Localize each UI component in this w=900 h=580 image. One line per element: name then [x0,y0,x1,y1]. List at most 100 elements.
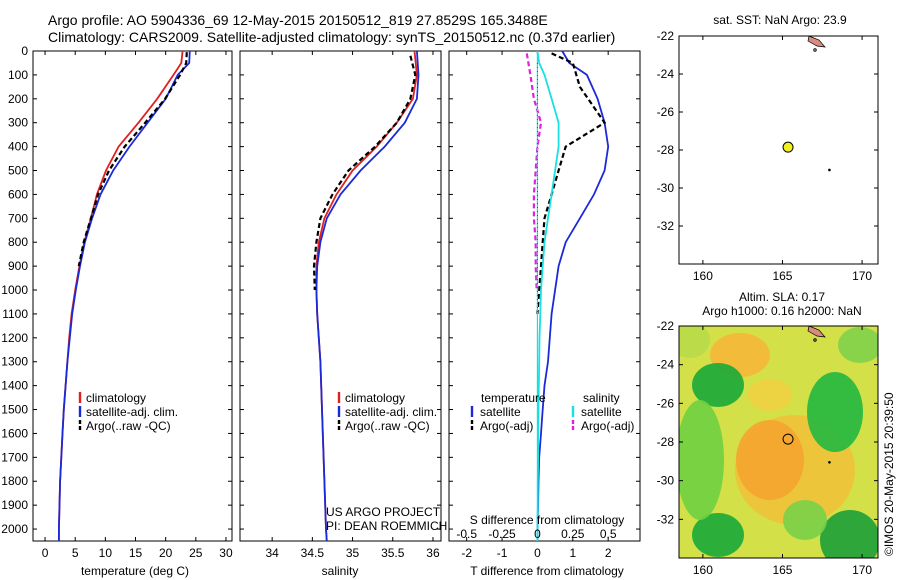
x-tick-label: 15 [129,546,143,560]
series-line [315,50,420,542]
legend-label: Argo(-adj) [480,419,533,433]
y-tick-label: 1200 [1,331,28,345]
temperature-panel: 0100200300400500600700800900100011001200… [1,44,233,560]
sla-blob [783,500,827,540]
x-tick-label: 2 [605,546,612,560]
y-tick-label: 300 [8,116,28,130]
x-tick-label: -1 [497,546,508,560]
y-tick-label: 1400 [1,379,28,393]
profile-marker [782,433,794,445]
x-tick-label: 165 [772,563,792,577]
island-marker [828,168,831,172]
pi-label: PI: DEAN ROEMMICH [326,519,447,533]
legend-label: satellite-adj. clim. [86,405,178,419]
x-tick-label: 0 [42,546,49,560]
y-tick-label: 1300 [1,355,28,369]
series-line [536,52,607,314]
legend-label: climatology [86,391,146,405]
y-tick-label: 800 [8,235,28,249]
legend-label: Argo(..raw -QC) [345,419,430,433]
x-tick-label: 36 [426,546,440,560]
sla-blob [692,363,744,407]
sla-title-line2: Argo h1000: 0.16 h2000: NaN [702,304,861,318]
land-shape [807,35,826,48]
sla-blob [807,372,863,452]
x-tick-label: 0 [534,546,541,560]
y-tick-label: 1600 [1,426,28,440]
sla-title-line1: Altim. SLA: 0.17 [739,290,825,304]
s-tick-label: 0.5 [600,527,617,541]
x-tick-label: 165 [772,269,792,283]
figure-title: Argo profile: AO 5904336_69 12-May-2015 … [48,12,548,28]
figure-subtitle: Climatology: CARS2009. Satellite-adjuste… [48,29,616,45]
salinity-panel: 34 34.5 35 35.5 36 climatologysatellite-adj. … [239,50,442,560]
y-tick-label: -22 [657,29,675,43]
y-tick-label: 200 [8,92,28,106]
y-tick-label: -24 [657,67,675,81]
y-tick-label: 100 [8,68,28,82]
legend-label: satellite-adj. clim. [345,405,437,419]
series-line [525,53,543,291]
series-line [58,50,184,541]
x-tick-label: 170 [852,563,872,577]
salinity-xlabel: salinity [322,564,359,578]
y-tick-label: -28 [657,143,675,157]
x-tick-label: 20 [159,546,173,560]
y-tick-label: -24 [657,358,675,372]
x-tick-label: 10 [99,546,113,560]
y-tick-label: 2000 [1,522,28,536]
x-tick-label: 5 [72,546,79,560]
x-tick-label: 160 [693,269,713,283]
legend-label: Argo(-adj) [581,419,634,433]
s-difference-label: S difference from climatology [470,513,625,527]
y-tick-label: 900 [8,259,28,273]
y-tick-label: -30 [657,181,675,195]
legend-label: Argo(..raw -QC) [86,419,171,433]
sla-field [679,326,878,558]
sla-blob [820,510,878,558]
y-tick-label: 0 [21,44,28,58]
sla-blob [692,513,744,557]
y-tick-label: 400 [8,140,28,154]
y-tick-label: 600 [8,187,28,201]
series-line [312,55,417,291]
legend-label: satellite [581,405,622,419]
s-tick-label: -0.5 [456,527,477,541]
sla-blob [748,379,792,411]
difference-frame [448,50,641,542]
x-tick-label: 35.5 [381,546,405,560]
map-frame [678,35,879,265]
legend-label: climatology [345,391,405,405]
y-tick-label: 1900 [1,498,28,512]
sla-map-panel: -22 -24 -26 -28 -30 -32 160 165 170 [657,319,879,577]
sla-blob [679,326,710,358]
island-marker [828,461,831,464]
series-line [536,50,610,541]
legend-header: salinity [583,391,620,405]
y-tick-label: -32 [657,219,675,233]
x-tick-label: 170 [852,269,872,283]
y-tick-label: 1000 [1,283,28,297]
y-tick-label: -26 [657,105,675,119]
series-line [58,50,191,541]
islet-marker [813,48,817,52]
s-tick-label: -0.25 [488,527,516,541]
t-difference-xlabel: T difference from climatology [470,564,624,578]
s-tick-label: 0 [534,527,541,541]
legend-label: satellite [480,405,521,419]
salinity-frame [239,50,442,542]
imos-credit: ©IMOS 20-May-2015 20:39:50 [882,392,896,556]
x-tick-label: 30 [219,546,233,560]
sla-blob [736,420,804,500]
s-tick-label: 0.25 [561,527,585,541]
y-tick-label: -32 [657,512,675,526]
islet-marker [813,338,817,342]
land-shape [807,325,826,338]
difference-panel: -2 -1 0 1 2 -0.5 -0.25 0 0.25 0.5 temperature salin… [448,50,641,560]
sst-map-title: sat. SST: NaN Argo: 23.9 [713,13,847,27]
legend-header: temperature [481,391,546,405]
y-tick-label: 1800 [1,474,28,488]
temperature-frame [32,50,233,542]
x-tick-label: 34.5 [301,546,325,560]
